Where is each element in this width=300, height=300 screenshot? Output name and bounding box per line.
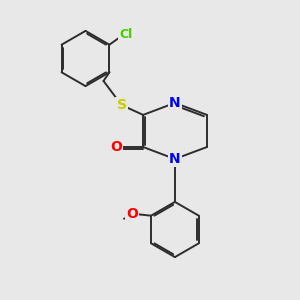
Text: N: N [169, 152, 181, 166]
Text: O: O [126, 207, 138, 221]
Text: N: N [169, 96, 181, 110]
Text: Cl: Cl [119, 28, 133, 41]
Text: S: S [116, 98, 127, 112]
Text: O: O [110, 140, 122, 154]
